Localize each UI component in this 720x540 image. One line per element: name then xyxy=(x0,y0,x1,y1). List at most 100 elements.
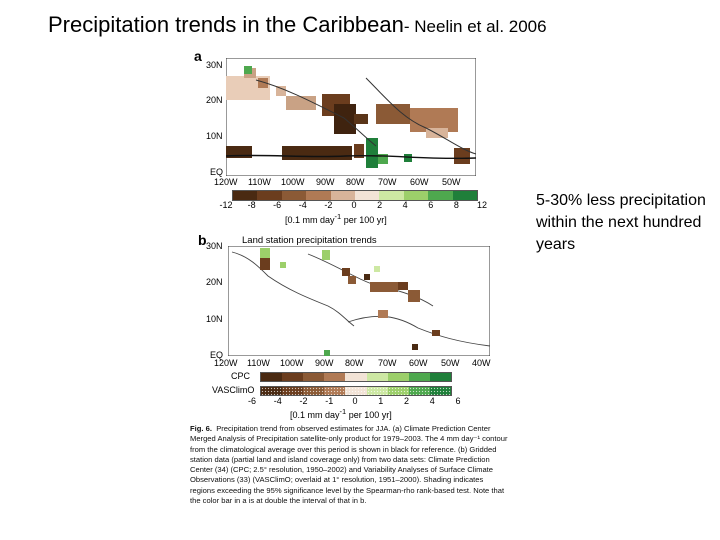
panel-b-vasclimo-colorbar xyxy=(260,386,452,396)
panel-b-cpc-swatch xyxy=(429,373,451,381)
panel-b-colorbar-tick: 4 xyxy=(429,396,435,406)
panel-a-colorbar-swatch xyxy=(306,191,331,200)
title-text: Precipitation trends in the Caribbean xyxy=(48,12,404,37)
panel-b-vasclimo-swatch xyxy=(408,387,430,395)
panel-a-colorbar-swatch xyxy=(257,191,282,200)
panel-a-lon-80w: 80W xyxy=(346,177,365,187)
panel-b-cpc-swatch xyxy=(345,373,367,381)
panel-a-colorbar-swatch xyxy=(379,191,404,200)
panel-a-colorbar xyxy=(232,190,478,201)
panel-b-cpc-swatch xyxy=(408,373,430,381)
panel-b-vasclimo-label: VASClimO xyxy=(212,385,255,395)
panel-b-lon-100w: 100W xyxy=(280,358,304,368)
panel-a-coastline xyxy=(255,79,377,147)
panel-b-map-title: Land station precipitation trends xyxy=(242,235,377,246)
panel-b-vasclimo-swatch xyxy=(261,387,283,395)
panel-a-colorbar-tick: -8 xyxy=(247,200,256,210)
panel-a-lon-50w: 50W xyxy=(442,177,461,187)
panel-a-colorbar-swatch xyxy=(452,191,478,200)
panel-b-vasclimo-swatch xyxy=(282,387,304,395)
panel-b-lat-30n: 30N xyxy=(206,241,223,251)
panel-a-colorbar-tick: 4 xyxy=(402,200,408,210)
panel-a-colorbar-swatch xyxy=(355,191,380,200)
panel-b-lon-50w: 50W xyxy=(441,358,460,368)
slide-title: Precipitation trends in the Caribbean- N… xyxy=(48,12,547,38)
panel-b-cpc-swatch xyxy=(303,373,325,381)
panel-b-colorbar-tick: 2 xyxy=(403,396,410,406)
panel-b-letter: b xyxy=(198,232,207,248)
panel-b-vasclimo-swatch xyxy=(303,387,325,395)
panel-a-lon-110w: 110W xyxy=(248,177,271,187)
panel-b-colorbar-tick: -4 xyxy=(273,396,282,406)
panel-b-lat-20n: 20N xyxy=(206,277,223,287)
panel-b-lon-60w: 60W xyxy=(409,358,428,368)
panel-a-colorbar-swatch xyxy=(428,191,453,200)
panel-b-colorbar-tick: 6 xyxy=(455,396,461,406)
panel-b-cpc-label: CPC xyxy=(231,371,251,381)
panel-b-cpc-swatch xyxy=(324,373,346,381)
panel-b-colorbar-tick: 0 xyxy=(352,396,358,406)
panel-a-colorbar-tick: -6 xyxy=(273,200,282,210)
panel-b-lon-110w: 110W xyxy=(247,358,270,368)
panel-b-cpc-swatch xyxy=(387,373,409,381)
panel-a-lat-10n: 10N xyxy=(206,131,223,141)
panel-a-lon-90w: 90W xyxy=(316,177,335,187)
panel-b-vasclimo-swatch xyxy=(366,387,388,395)
panel-a-lon-120w: 120W xyxy=(214,177,238,187)
panel-a-colorbar-tick: -2 xyxy=(324,200,333,210)
panel-b-vasclimo-swatch xyxy=(345,387,367,395)
panel-a-colorbar-tick: 0 xyxy=(351,200,357,210)
panel-b-colorbar-tick: -2 xyxy=(299,396,308,406)
panel-a-lat-30n: 30N xyxy=(206,60,223,70)
panel-a-contour-4mm xyxy=(226,154,476,160)
panel-b-lon-80w: 80W xyxy=(345,358,364,368)
panel-b-lon-90w: 90W xyxy=(315,358,334,368)
panel-b-cpc-swatch xyxy=(261,373,283,381)
panel-b-colorbar-tick: -1 xyxy=(325,396,334,406)
panel-b-vasclimo-swatch xyxy=(324,387,346,395)
panel-a-colorbar-ticks: -12 -8 -6 -4 -2 0 2 4 6 8 12 xyxy=(219,200,487,212)
panel-a-colorbar-tick: 6 xyxy=(428,200,434,210)
caption-label: Fig. 6. xyxy=(190,424,212,433)
panel-b-lon-70w: 70W xyxy=(378,358,397,368)
panel-a-map xyxy=(226,58,476,176)
panel-a-colorbar-tick: -4 xyxy=(298,200,307,210)
panel-a-colorbar-tick: 2 xyxy=(377,200,383,210)
caption-text: Precipitation trend from observed estima… xyxy=(190,424,508,506)
panel-a-coastline-east xyxy=(365,77,476,155)
panel-b-cpc-colorbar xyxy=(260,372,452,382)
panel-a-lat-eq: EQ xyxy=(210,167,224,177)
panel-b-colorbar-unit: [0.1 mm day-1 per 100 yr] xyxy=(290,407,392,420)
panel-b-lon-120w: 120W xyxy=(214,358,238,368)
panel-a-colorbar-swatch xyxy=(330,191,356,200)
panel-b-vasclimo-swatch xyxy=(387,387,409,395)
panel-a-colorbar-tick: 12 xyxy=(476,200,488,210)
citation-text: - Neelin et al. 2006 xyxy=(403,17,547,36)
panel-b-station-cells xyxy=(260,248,440,356)
side-note: 5-30% less precipitation within the next… xyxy=(536,192,706,253)
panel-b-lon-40w: 40W xyxy=(472,358,491,368)
panel-a-colorbar-swatch xyxy=(403,191,429,200)
panel-b-map xyxy=(228,246,490,356)
panel-a-colorbar-swatch xyxy=(233,191,258,200)
panel-b-vasclimo-swatch xyxy=(429,387,451,395)
panel-a-colorbar-swatch xyxy=(281,191,307,200)
figure-caption: Fig. 6. Precipitation trend from observe… xyxy=(190,424,510,506)
panel-b-coastline-west xyxy=(231,251,355,327)
panel-b-cpc-swatch xyxy=(282,373,304,381)
panel-b-colorbar-tick: 1 xyxy=(378,396,384,406)
panel-a-colorbar-tick: 8 xyxy=(453,200,459,210)
panel-a-lon-70w: 70W xyxy=(378,177,397,187)
panel-a-colorbar-unit: [0.1 mm day-1 per 100 yr] xyxy=(285,212,387,225)
panel-a-lon-100w: 100W xyxy=(281,177,305,187)
panel-a-trend-cells xyxy=(226,66,470,168)
panel-b-colorbar-ticks: -6 -4 -2 -1 0 1 2 4 6 xyxy=(248,396,461,408)
panel-a-letter: a xyxy=(194,48,202,64)
panel-b-colorbar-tick: -6 xyxy=(247,396,257,406)
panel-b-lat-eq: EQ xyxy=(210,350,224,360)
panel-b-coastline-south xyxy=(347,315,490,347)
panel-a-colorbar-tick: -12 xyxy=(219,200,233,210)
panel-b-cpc-swatch xyxy=(366,373,388,381)
panel-a-lon-60w: 60W xyxy=(410,177,429,187)
panel-a-lat-20n: 20N xyxy=(206,95,223,105)
